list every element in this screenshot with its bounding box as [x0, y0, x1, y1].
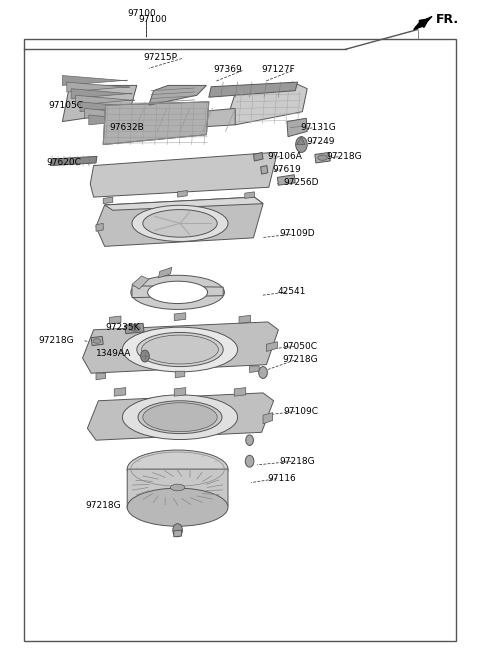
Ellipse shape [132, 205, 228, 242]
Polygon shape [174, 313, 186, 321]
Polygon shape [250, 366, 259, 373]
Polygon shape [174, 388, 186, 396]
Polygon shape [71, 89, 132, 99]
Text: 97100: 97100 [127, 9, 156, 18]
Ellipse shape [143, 210, 217, 237]
Polygon shape [315, 152, 330, 163]
Text: 97256D: 97256D [283, 178, 319, 187]
Text: 97218G: 97218G [38, 336, 74, 345]
Polygon shape [239, 315, 251, 323]
Text: FR.: FR. [436, 13, 459, 26]
Ellipse shape [148, 281, 208, 304]
Polygon shape [230, 82, 307, 125]
Text: 97105C: 97105C [48, 101, 83, 110]
Polygon shape [50, 156, 97, 166]
Ellipse shape [318, 155, 327, 160]
Text: 97131G: 97131G [300, 123, 336, 132]
Text: 97620C: 97620C [46, 158, 81, 168]
Polygon shape [253, 152, 263, 161]
Text: 97249: 97249 [306, 137, 335, 147]
Text: 42541: 42541 [277, 287, 306, 296]
Ellipse shape [93, 339, 101, 344]
Polygon shape [84, 108, 139, 118]
Ellipse shape [127, 488, 228, 526]
Text: 97218G: 97218G [282, 355, 318, 364]
Ellipse shape [122, 327, 238, 372]
Text: 97218G: 97218G [279, 457, 315, 466]
Polygon shape [234, 388, 246, 396]
Polygon shape [277, 175, 295, 185]
Polygon shape [158, 267, 172, 278]
Polygon shape [261, 166, 268, 174]
Polygon shape [297, 137, 305, 145]
Ellipse shape [131, 275, 225, 309]
Ellipse shape [142, 335, 218, 364]
Polygon shape [127, 108, 235, 131]
Polygon shape [75, 95, 134, 105]
Polygon shape [96, 373, 106, 380]
Polygon shape [105, 197, 263, 210]
Polygon shape [175, 371, 185, 378]
Polygon shape [67, 82, 130, 92]
Ellipse shape [130, 326, 140, 331]
Ellipse shape [170, 484, 185, 491]
Circle shape [259, 367, 267, 378]
Polygon shape [90, 152, 276, 197]
Polygon shape [62, 76, 127, 85]
Circle shape [296, 137, 307, 152]
Text: 97215P: 97215P [143, 53, 177, 62]
Text: 97100: 97100 [138, 15, 167, 24]
Polygon shape [263, 413, 273, 424]
Polygon shape [149, 85, 206, 105]
Text: 97109D: 97109D [279, 229, 315, 238]
Ellipse shape [122, 395, 238, 440]
Polygon shape [91, 336, 103, 346]
Text: 97369: 97369 [214, 65, 242, 74]
Polygon shape [96, 197, 263, 246]
Polygon shape [414, 16, 432, 30]
Text: 97127F: 97127F [262, 65, 295, 74]
Circle shape [141, 350, 149, 362]
Ellipse shape [138, 401, 222, 434]
Text: 97632B: 97632B [109, 123, 144, 132]
Text: 97106A: 97106A [268, 152, 303, 161]
Text: 97218G: 97218G [85, 501, 121, 510]
Polygon shape [132, 286, 223, 298]
Ellipse shape [127, 450, 228, 488]
Text: 97619: 97619 [273, 165, 301, 174]
Polygon shape [80, 102, 137, 112]
Text: 97116: 97116 [268, 474, 297, 483]
Polygon shape [132, 276, 149, 289]
Text: 97050C: 97050C [282, 342, 317, 351]
Circle shape [245, 455, 254, 467]
Polygon shape [266, 342, 277, 351]
Polygon shape [87, 393, 274, 440]
Circle shape [173, 524, 182, 537]
Circle shape [246, 435, 253, 445]
Polygon shape [287, 118, 307, 137]
Polygon shape [114, 388, 126, 396]
Polygon shape [127, 469, 228, 509]
Polygon shape [174, 530, 181, 537]
Ellipse shape [143, 403, 217, 432]
Polygon shape [178, 191, 187, 197]
Polygon shape [125, 323, 144, 334]
Polygon shape [109, 316, 121, 324]
Polygon shape [209, 82, 298, 97]
Text: 97235K: 97235K [106, 323, 140, 332]
Text: 97109C: 97109C [283, 407, 318, 416]
Polygon shape [103, 102, 209, 145]
Polygon shape [83, 322, 278, 373]
Polygon shape [89, 115, 142, 125]
Text: 1349AA: 1349AA [96, 349, 132, 358]
Polygon shape [96, 223, 103, 231]
Polygon shape [103, 197, 113, 204]
Polygon shape [245, 192, 254, 198]
Text: 97218G: 97218G [326, 152, 362, 161]
Ellipse shape [137, 332, 223, 367]
Polygon shape [62, 85, 137, 122]
